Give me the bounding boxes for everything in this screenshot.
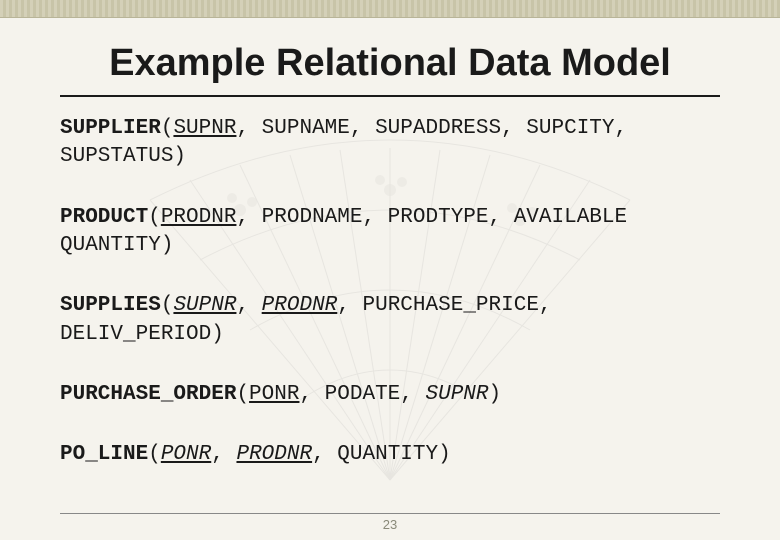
relation-supplier: SUPPLIER(SUPNR, SUPNAME, SUPADDRESS, SUP… xyxy=(60,115,720,172)
attr-sep: , xyxy=(211,443,236,466)
open-paren: ( xyxy=(148,443,161,466)
attr-pk: PONR xyxy=(249,383,299,406)
open-paren: ( xyxy=(161,117,174,140)
relations-list: SUPPLIER(SUPNR, SUPNAME, SUPADDRESS, SUP… xyxy=(0,97,780,470)
attr-sep: , PODATE, xyxy=(299,383,425,406)
relation-name: SUPPLIER xyxy=(60,117,161,140)
relation-po-line: PO_LINE(PONR, PRODNR, QUANTITY) xyxy=(60,441,720,469)
relation-name: SUPPLIES xyxy=(60,294,161,317)
attr-rest: ) xyxy=(489,383,502,406)
attr-pk-fk: PONR xyxy=(161,443,211,466)
slide-title: Example Relational Data Model xyxy=(0,42,780,95)
footer-rule xyxy=(60,513,720,514)
relation-product: PRODUCT(PRODNR, PRODNAME, PRODTYPE, AVAI… xyxy=(60,204,720,261)
attr-rest: , QUANTITY) xyxy=(312,443,451,466)
attr-sep: , xyxy=(236,294,261,317)
relation-supplies: SUPPLIES(SUPNR, PRODNR, PURCHASE_PRICE, … xyxy=(60,292,720,349)
page-number: 23 xyxy=(383,517,397,532)
relation-name: PURCHASE_ORDER xyxy=(60,383,236,406)
open-paren: ( xyxy=(236,383,249,406)
relation-name: PRODUCT xyxy=(60,206,148,229)
relation-purchase-order: PURCHASE_ORDER(PONR, PODATE, SUPNR) xyxy=(60,381,720,409)
open-paren: ( xyxy=(148,206,161,229)
decorative-top-border xyxy=(0,0,780,18)
attr-pk-fk: PRODNR xyxy=(262,294,338,317)
relation-name: PO_LINE xyxy=(60,443,148,466)
attr-pk-fk: SUPNR xyxy=(173,294,236,317)
attr-pk-fk: PRODNR xyxy=(236,443,312,466)
attr-pk: SUPNR xyxy=(173,117,236,140)
open-paren: ( xyxy=(161,294,174,317)
attr-fk: SUPNR xyxy=(426,383,489,406)
attr-pk: PRODNR xyxy=(161,206,237,229)
